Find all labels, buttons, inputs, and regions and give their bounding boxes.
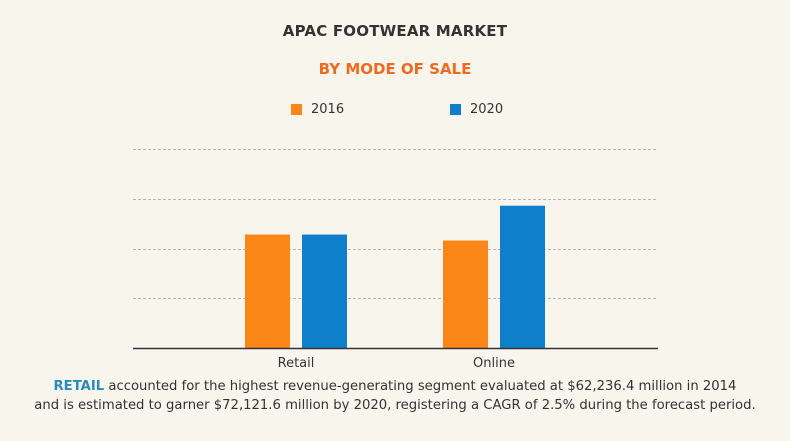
legend-swatch-2020 [450,103,461,115]
caption-line-1: accounted for the highest revenue-genera… [104,379,737,394]
legend-item-2020: 2020 [450,101,503,117]
bar-retail-2016 [245,234,290,348]
caption-line-2: and is estimated to garner $72,121.6 mil… [34,398,756,413]
chart-caption: RETAIL accounted for the highest revenue… [0,377,790,415]
bar-online-2020 [500,205,545,348]
chart-subtitle: BY MODE OF SALE [318,60,472,78]
x-tick-label: Retail [278,356,315,371]
legend-label-2020: 2020 [470,101,504,117]
legend-item-2016: 2016 [291,101,344,117]
legend-label-2016: 2016 [311,101,345,117]
caption-highlight: RETAIL [53,379,105,394]
chart-title: APAC FOOTWEAR MARKET [282,22,508,40]
x-tick-label: Online [473,356,515,371]
bar-retail-2020 [302,234,347,348]
legend-swatch-2016 [291,103,302,115]
bar-online-2016 [443,240,488,348]
